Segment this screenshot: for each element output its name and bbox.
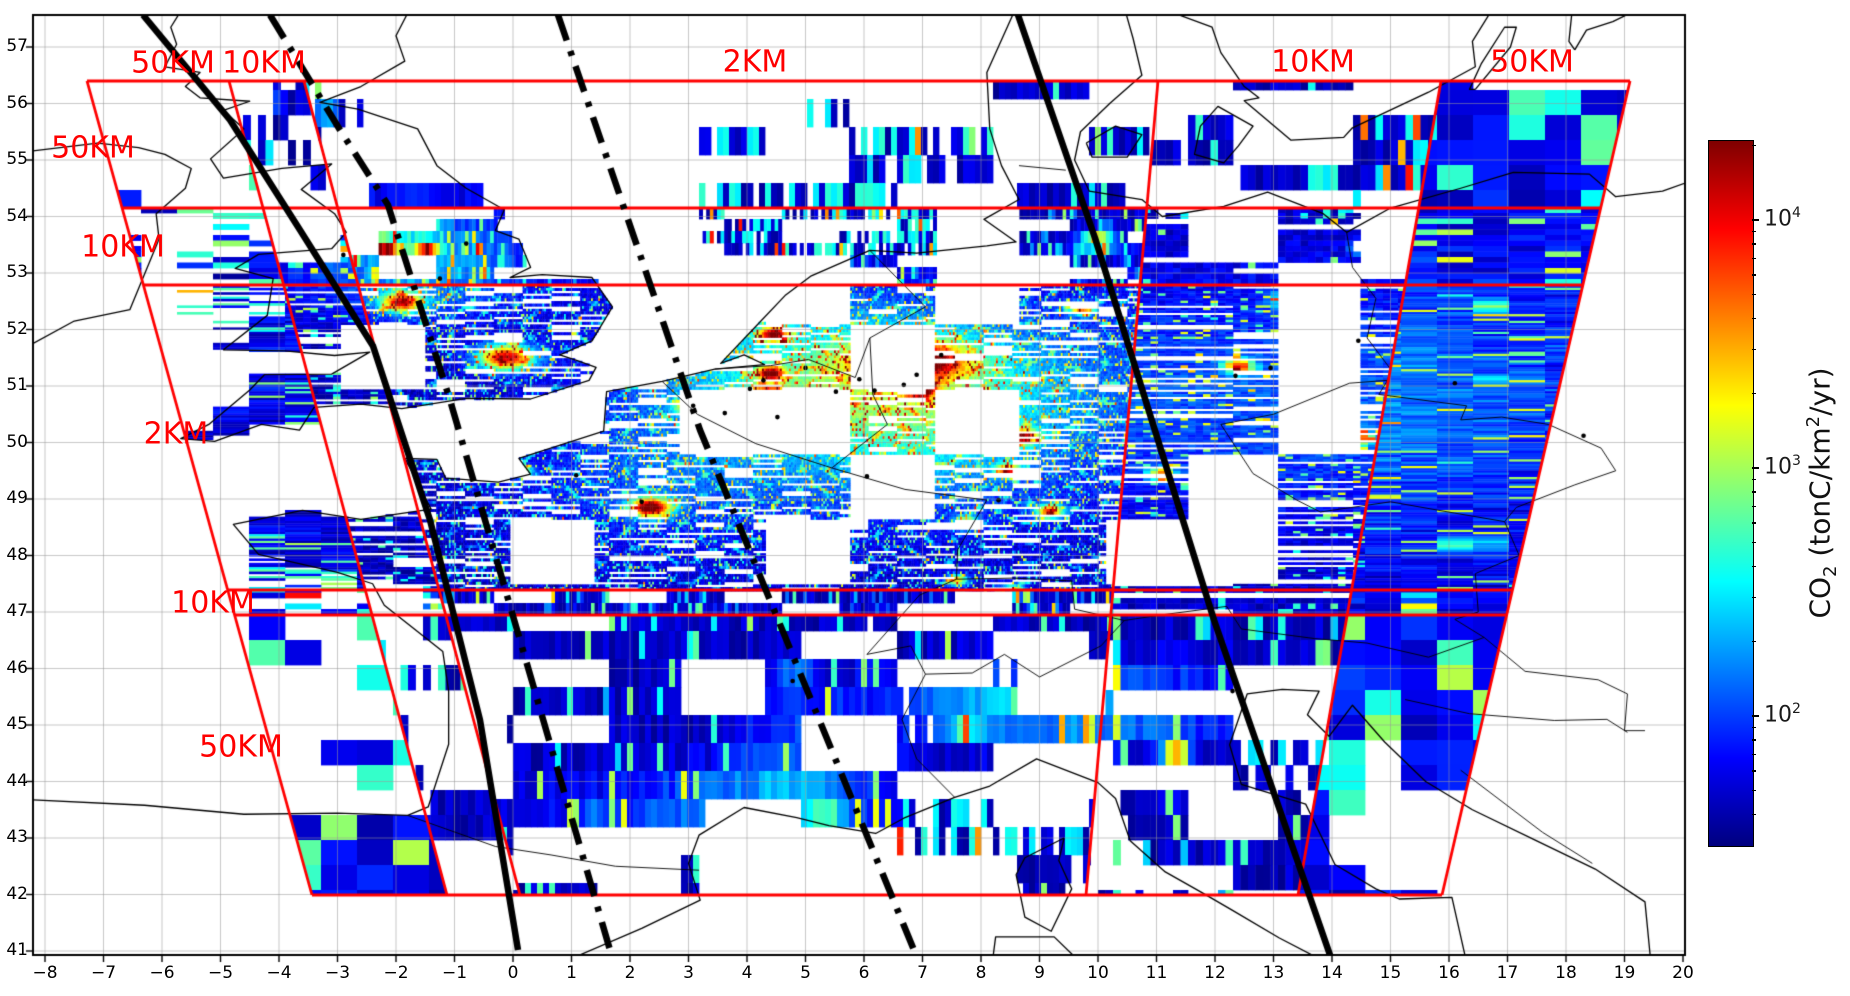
zone-label: 50KM <box>51 130 135 166</box>
colorbar-minor-tick <box>1752 274 1756 276</box>
y-tick-label: 55 <box>6 149 28 169</box>
colorbar-minor-tick <box>1752 726 1756 728</box>
x-tick-label: 20 <box>1672 963 1694 983</box>
zone-label: 10KM <box>1271 44 1355 80</box>
colorbar-minor-tick <box>1752 294 1756 296</box>
zone-label: 50KM <box>1490 44 1574 80</box>
colorbar-minor-tick <box>1752 739 1756 741</box>
x-tick-label: 6 <box>858 963 870 983</box>
colorbar-minor-tick <box>1752 770 1756 772</box>
y-tick-label: 44 <box>6 770 28 791</box>
zone-label: 2KM <box>722 44 788 80</box>
x-tick-label: −8 <box>32 963 58 983</box>
y-tick-label: 41 <box>6 940 28 960</box>
colorbar-major-tick <box>1752 219 1759 221</box>
colorbar-minor-tick <box>1752 243 1756 245</box>
x-tick-label: 18 <box>1555 963 1577 983</box>
y-tick-label: 43 <box>6 827 28 847</box>
x-tick-label: 17 <box>1496 963 1519 983</box>
y-tick-label: 51 <box>6 375 28 395</box>
colorbar-minor-tick <box>1752 542 1756 544</box>
colorbar-minor-tick <box>1752 505 1756 507</box>
y-tick-label: 53 <box>6 262 28 282</box>
x-tick-label: 15 <box>1379 963 1402 983</box>
colorbar-minor-tick <box>1752 522 1756 524</box>
y-tick-label: 48 <box>6 544 28 565</box>
x-tick-label: −5 <box>207 963 234 983</box>
colorbar-tick-label: 104 <box>1764 205 1801 232</box>
colorbar-major-tick <box>1752 467 1759 469</box>
colorbar-minor-tick <box>1752 349 1756 351</box>
x-tick-label: 13 <box>1262 963 1285 983</box>
colorbar-major-tick <box>1752 715 1759 717</box>
y-tick-label: 54 <box>6 205 28 226</box>
colorbar-minor-tick <box>1752 566 1756 568</box>
zone-label: 10KM <box>81 229 165 265</box>
colorbar-tick-label: 102 <box>1764 701 1801 728</box>
zone-label: 10KM <box>222 45 306 81</box>
x-tick-label: −7 <box>90 963 117 983</box>
y-tick-label: 52 <box>6 318 28 339</box>
x-tick-label: −3 <box>324 963 351 983</box>
x-tick-label: 16 <box>1438 963 1460 983</box>
colorbar-minor-tick <box>1752 318 1756 320</box>
x-tick-label: 9 <box>1034 963 1045 983</box>
colorbar-axis-label: CO2 (tonC/km2/yr) <box>1803 366 1841 619</box>
x-tick-label: 3 <box>683 963 694 983</box>
x-tick-label: 2 <box>624 963 636 983</box>
colorbar-minor-tick <box>1752 814 1756 816</box>
colorbar-minor-tick <box>1752 392 1756 394</box>
zone-label: 50KM <box>131 45 215 81</box>
x-tick-label: 4 <box>741 963 753 983</box>
colorbar-minor-tick <box>1752 640 1756 642</box>
colorbar-tick-label: 103 <box>1764 453 1801 480</box>
colorbar-minor-tick <box>1752 478 1756 480</box>
zone-label: 50KM <box>199 729 283 765</box>
x-tick-label: −4 <box>266 963 292 983</box>
y-tick-label: 56 <box>6 92 28 113</box>
colorbar-minor-tick <box>1752 257 1756 259</box>
x-tick-label: 11 <box>1145 963 1168 983</box>
x-tick-label: −6 <box>149 963 175 983</box>
x-tick-label: 1 <box>566 963 577 983</box>
y-tick-label: 46 <box>6 657 28 678</box>
x-tick-label: 12 <box>1204 963 1226 983</box>
zone-label: 2KM <box>143 416 209 452</box>
y-tick-label: 49 <box>6 488 28 508</box>
colorbar-minor-tick <box>1752 491 1756 493</box>
x-tick-label: −1 <box>441 963 468 983</box>
colorbar-gradient <box>1708 140 1754 847</box>
x-tick-label: 14 <box>1321 963 1343 983</box>
colorbar-minor-tick <box>1752 753 1756 755</box>
x-tick-label: −2 <box>383 963 409 983</box>
zone-label: 10KM <box>171 585 255 621</box>
y-tick-label: 57 <box>6 36 28 56</box>
x-tick-label: 0 <box>507 963 519 983</box>
colorbar-minor-tick <box>1752 790 1756 792</box>
colorbar-minor-tick <box>1752 144 1756 146</box>
x-tick-label: 7 <box>917 963 928 983</box>
x-tick-label: 8 <box>975 963 987 983</box>
colorbar-minor-tick <box>1752 597 1756 599</box>
x-tick-label: 5 <box>800 963 811 983</box>
y-tick-label: 42 <box>6 883 28 904</box>
y-tick-label: 47 <box>6 601 28 621</box>
x-tick-label: 19 <box>1613 963 1636 983</box>
colorbar-minor-tick <box>1752 230 1756 232</box>
y-tick-label: 50 <box>6 431 28 452</box>
y-tick-label: 45 <box>6 714 28 734</box>
x-tick-label: 10 <box>1087 963 1109 983</box>
